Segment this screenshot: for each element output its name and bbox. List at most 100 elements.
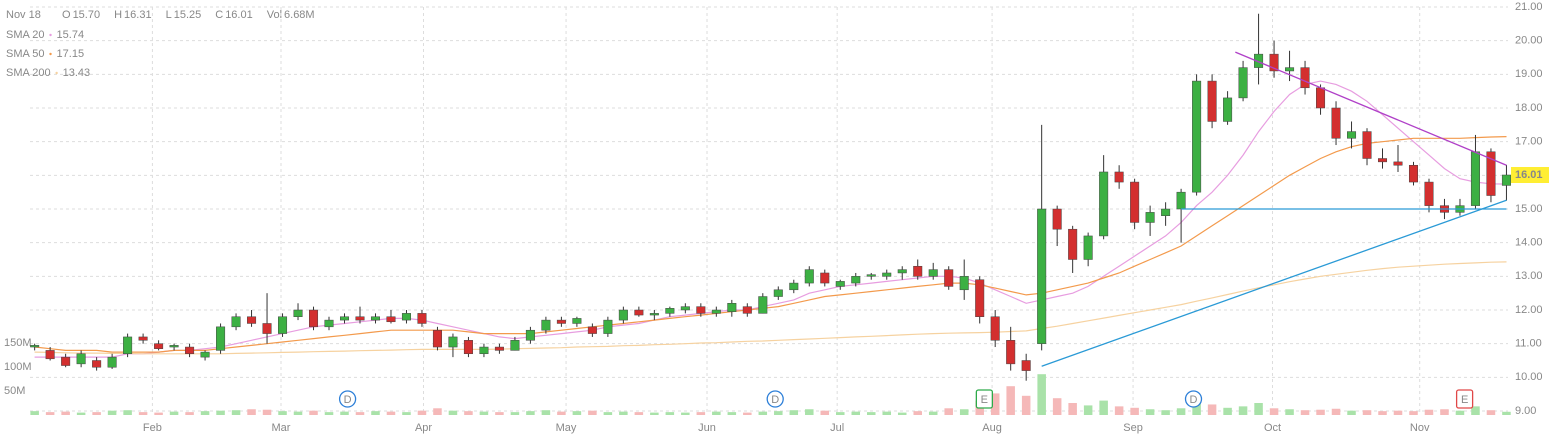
candle-body xyxy=(1192,80,1202,193)
volume-bar xyxy=(464,411,473,415)
candle-body xyxy=(1347,131,1357,139)
volume-bar xyxy=(1440,409,1449,415)
volume-bar xyxy=(340,411,349,415)
volume-bar xyxy=(61,411,70,415)
candle-body xyxy=(913,265,923,277)
candle-body xyxy=(1269,53,1279,72)
volume-bar xyxy=(1083,405,1093,415)
candle-body xyxy=(309,309,319,328)
candle-body xyxy=(1300,67,1310,89)
trendline xyxy=(1041,199,1507,367)
candle-body xyxy=(1501,174,1511,186)
volume-bar xyxy=(262,409,272,415)
volume-bar xyxy=(45,412,55,415)
volume-bar xyxy=(247,409,256,415)
volume-bar xyxy=(448,410,458,415)
candle-body xyxy=(789,282,799,291)
candle-body xyxy=(804,269,814,284)
volume-bar xyxy=(123,410,132,415)
candle-body xyxy=(758,296,768,314)
candle-body xyxy=(1238,67,1248,99)
candle-body xyxy=(649,313,659,316)
candle-body xyxy=(432,329,442,348)
candle-body xyxy=(1037,208,1047,344)
candle-body xyxy=(1331,107,1341,139)
candle-body xyxy=(1393,161,1403,166)
candle-body xyxy=(572,318,582,324)
x-tick-label: Jun xyxy=(698,422,716,434)
y-tick-label: 15.00 xyxy=(1515,203,1543,215)
event-label: D xyxy=(1190,394,1198,406)
volume-bar xyxy=(1471,406,1480,415)
volume-bar xyxy=(634,412,644,415)
volume-bar xyxy=(154,412,163,415)
candle-body xyxy=(1114,171,1124,183)
volume-bar xyxy=(526,411,535,415)
volume-bar xyxy=(774,411,783,415)
volume-bar xyxy=(1223,407,1232,415)
x-tick-label: May xyxy=(556,422,577,434)
volume-bar xyxy=(309,410,318,415)
header-label: C xyxy=(215,9,223,21)
legend-name: SMA 20 xyxy=(6,29,45,41)
y-tick-label: 12.00 xyxy=(1515,304,1543,316)
volume-bar xyxy=(1409,411,1418,415)
candle-body xyxy=(123,336,133,355)
candle-body xyxy=(76,353,86,365)
volume-bar xyxy=(1455,410,1465,415)
volume-bar xyxy=(1502,411,1511,415)
candle-body xyxy=(1021,360,1031,371)
header-value: 15.25 xyxy=(174,9,202,21)
y-tick-label: 9.00 xyxy=(1515,405,1536,417)
volume-bar xyxy=(1114,406,1124,415)
y-tick-label: 19.00 xyxy=(1515,68,1543,80)
volume-bar xyxy=(572,411,582,415)
header-value: 16.31 xyxy=(124,9,152,21)
volume-bar xyxy=(1161,410,1170,415)
candle-body xyxy=(727,303,737,312)
volume-bar xyxy=(324,412,334,415)
volume-bar xyxy=(851,411,861,415)
candle-body xyxy=(324,319,334,328)
volume-bar xyxy=(882,411,892,415)
legend-name: SMA 50 xyxy=(6,48,45,60)
volume-bar xyxy=(417,410,427,415)
x-tick-label: Mar xyxy=(272,422,291,434)
volume-bar xyxy=(897,412,907,415)
volume-bar xyxy=(743,412,752,415)
volume-bar xyxy=(185,412,194,415)
candle-body xyxy=(1362,131,1372,159)
volume-bar xyxy=(959,409,969,415)
candle-body xyxy=(742,306,752,314)
candle-body xyxy=(944,269,954,287)
y-tick-label: 17.00 xyxy=(1515,136,1543,148)
volume-bar xyxy=(588,410,597,415)
volume-bar xyxy=(1176,408,1186,415)
candle-body xyxy=(1408,164,1419,183)
volume-bar xyxy=(1362,410,1372,415)
volume-bar xyxy=(789,410,799,415)
candle-body xyxy=(820,272,830,284)
y-tick-label: 13.00 xyxy=(1515,270,1543,282)
y-tick-label: 18.00 xyxy=(1515,102,1543,114)
volume-bar xyxy=(1052,398,1062,415)
candle-body xyxy=(339,316,350,321)
candle-body xyxy=(866,274,876,277)
candle-body xyxy=(216,326,226,351)
candle-body xyxy=(1254,53,1264,68)
candle-body xyxy=(696,306,706,314)
volume-bar xyxy=(696,412,706,415)
x-tick-label: Jul xyxy=(830,422,844,434)
legend-separator xyxy=(49,33,52,37)
volume-bar xyxy=(1300,410,1310,415)
candle-body xyxy=(1161,208,1171,216)
candle-body xyxy=(1083,235,1093,260)
y-tick-label: 10.00 xyxy=(1515,371,1543,383)
candle-body xyxy=(1223,97,1233,122)
volume-bar xyxy=(278,411,287,415)
legend-separator xyxy=(49,52,52,56)
last-price-label: 16.01 xyxy=(1515,169,1543,181)
candle-body xyxy=(541,319,551,331)
volume-bar xyxy=(216,410,225,415)
